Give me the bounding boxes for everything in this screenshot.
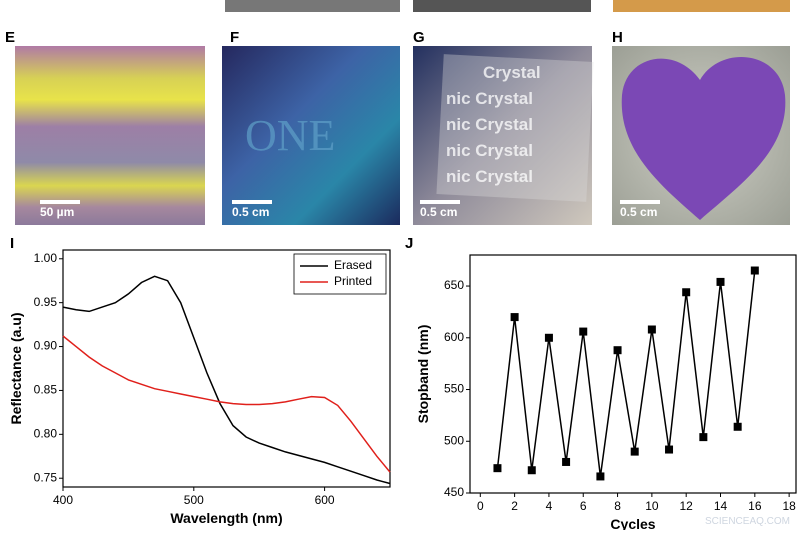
- marker: [493, 464, 502, 473]
- panel-label: F: [230, 29, 239, 46]
- photo: [222, 46, 400, 225]
- x-tick-label: 14: [714, 499, 728, 513]
- panel-label: H: [612, 29, 623, 46]
- series-line: [496, 270, 756, 477]
- panel-label: J: [405, 235, 413, 252]
- marker: [579, 327, 588, 336]
- marker: [562, 457, 571, 466]
- x-tick-label: 8: [614, 499, 621, 513]
- scale-bar-label: 0.5 cm: [232, 205, 269, 219]
- marker: [527, 466, 536, 475]
- scale-bar-label: 0.5 cm: [420, 205, 457, 219]
- scale-bar-label: 0.5 cm: [620, 205, 657, 219]
- plot-frame: [469, 254, 797, 494]
- y-tick-label: 500: [444, 433, 464, 447]
- series-line: [62, 335, 391, 473]
- photo-pattern: ONE: [245, 111, 335, 160]
- x-tick-label: 18: [782, 499, 796, 513]
- x-tick-label: 400: [53, 493, 73, 507]
- y-tick-label: 600: [444, 330, 464, 344]
- marker: [699, 433, 708, 442]
- y-tick-label: 0.90: [34, 339, 58, 353]
- panel-label: E: [5, 29, 15, 46]
- x-tick-label: 500: [184, 493, 204, 507]
- y-tick-label: 650: [444, 278, 464, 292]
- cropped-photo: [613, 0, 790, 12]
- x-tick-label: 16: [748, 499, 762, 513]
- watermark: SCIENCEAQ.COM: [705, 516, 790, 527]
- scale-bar: [232, 200, 272, 204]
- marker: [682, 288, 691, 297]
- y-tick-label: 0.85: [34, 383, 58, 397]
- photo-text: nic Crystal: [446, 89, 533, 108]
- x-tick-label: 12: [680, 499, 694, 513]
- series-line: [62, 275, 391, 485]
- y-tick-label: 1.00: [34, 251, 58, 265]
- y-tick-label: 0.95: [34, 295, 58, 309]
- photo-text: nic Crystal: [446, 115, 533, 134]
- legend-box: [293, 253, 387, 295]
- y-tick-label: 450: [444, 485, 464, 499]
- scale-bar-label: 50 µm: [40, 205, 74, 219]
- marker: [613, 346, 622, 355]
- scale-bar: [620, 200, 660, 204]
- x-tick-label: 2: [511, 499, 518, 513]
- photo-text: nic Crystal: [446, 167, 533, 186]
- y-tick-label: 0.80: [34, 427, 58, 441]
- y-axis-label: Reflectance (a.u): [8, 312, 24, 424]
- x-tick-label: 6: [580, 499, 587, 513]
- marker: [733, 422, 742, 431]
- photo: [413, 46, 592, 225]
- cropped-photo: [413, 0, 591, 12]
- photo: [15, 46, 205, 225]
- legend-label: Printed: [334, 274, 372, 288]
- panel-label: I: [10, 235, 14, 252]
- x-tick-label: 600: [315, 493, 335, 507]
- marker: [544, 333, 553, 342]
- heart: [621, 57, 786, 220]
- marker: [716, 277, 725, 286]
- marker: [510, 313, 519, 322]
- glass-slide: [436, 54, 594, 202]
- x-tick-label: 0: [477, 499, 484, 513]
- scale-bar: [420, 200, 460, 204]
- x-axis-label: Cycles: [610, 516, 655, 530]
- y-tick-label: 0.75: [34, 470, 58, 484]
- marker: [630, 447, 639, 456]
- x-tick-label: 4: [546, 499, 553, 513]
- cropped-photo: [225, 0, 400, 12]
- plot-frame: [62, 249, 391, 488]
- photo-text: nic Crystal: [446, 141, 533, 160]
- x-tick-label: 10: [645, 499, 659, 513]
- marker: [665, 445, 674, 454]
- legend-label: Erased: [334, 258, 372, 272]
- marker: [750, 266, 759, 275]
- marker: [647, 325, 656, 334]
- y-axis-label: Stopband (nm): [415, 325, 431, 424]
- panel-label: G: [413, 29, 425, 46]
- x-axis-label: Wavelength (nm): [170, 510, 282, 526]
- marker: [596, 472, 605, 481]
- y-tick-label: 550: [444, 382, 464, 396]
- photo-text: Crystal: [483, 63, 541, 82]
- scale-bar: [40, 200, 80, 204]
